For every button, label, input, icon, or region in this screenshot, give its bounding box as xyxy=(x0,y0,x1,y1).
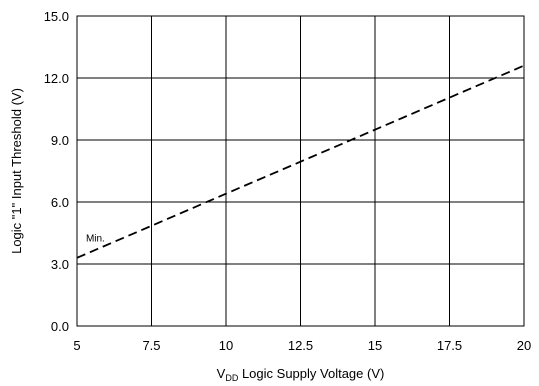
x-tick-label: 12.5 xyxy=(288,338,313,353)
y-tick-label: 3.0 xyxy=(51,257,69,272)
series-line-min xyxy=(76,64,525,259)
x-tick-label: 10 xyxy=(219,338,233,353)
grid-lines xyxy=(76,15,525,327)
x-axis-title: VDD Logic Supply Voltage (V) xyxy=(217,366,385,383)
series-label-min: Min. xyxy=(86,233,105,244)
y-tick-label: 0.0 xyxy=(51,319,69,334)
x-axis-title-subscript: DD xyxy=(225,373,238,383)
plot-frame xyxy=(76,15,525,327)
x-axis-title-rest: Logic Supply Voltage (V) xyxy=(238,366,384,381)
x-tick-label: 15 xyxy=(368,338,382,353)
x-tick-label: 5 xyxy=(73,338,80,353)
y-tick-label: 9.0 xyxy=(51,133,69,148)
y-tick-label: 15.0 xyxy=(44,9,69,24)
x-tick-label: 17.5 xyxy=(437,338,462,353)
x-tick-label: 20 xyxy=(517,338,531,353)
annotations: Min. xyxy=(86,233,105,244)
series-group xyxy=(76,64,525,259)
x-tick-labels: 5 7.5 10 12.5 15 17.5 20 xyxy=(73,338,531,353)
x-axis-title-main: V xyxy=(217,366,226,381)
y-tick-label: 6.0 xyxy=(51,195,69,210)
y-axis-title: Logic "1" Input Threshold (V) xyxy=(9,88,24,254)
y-tick-labels: 0.0 3.0 6.0 9.0 12.0 15.0 xyxy=(44,9,69,334)
x-tick-label: 7.5 xyxy=(142,338,160,353)
y-tick-label: 12.0 xyxy=(44,71,69,86)
